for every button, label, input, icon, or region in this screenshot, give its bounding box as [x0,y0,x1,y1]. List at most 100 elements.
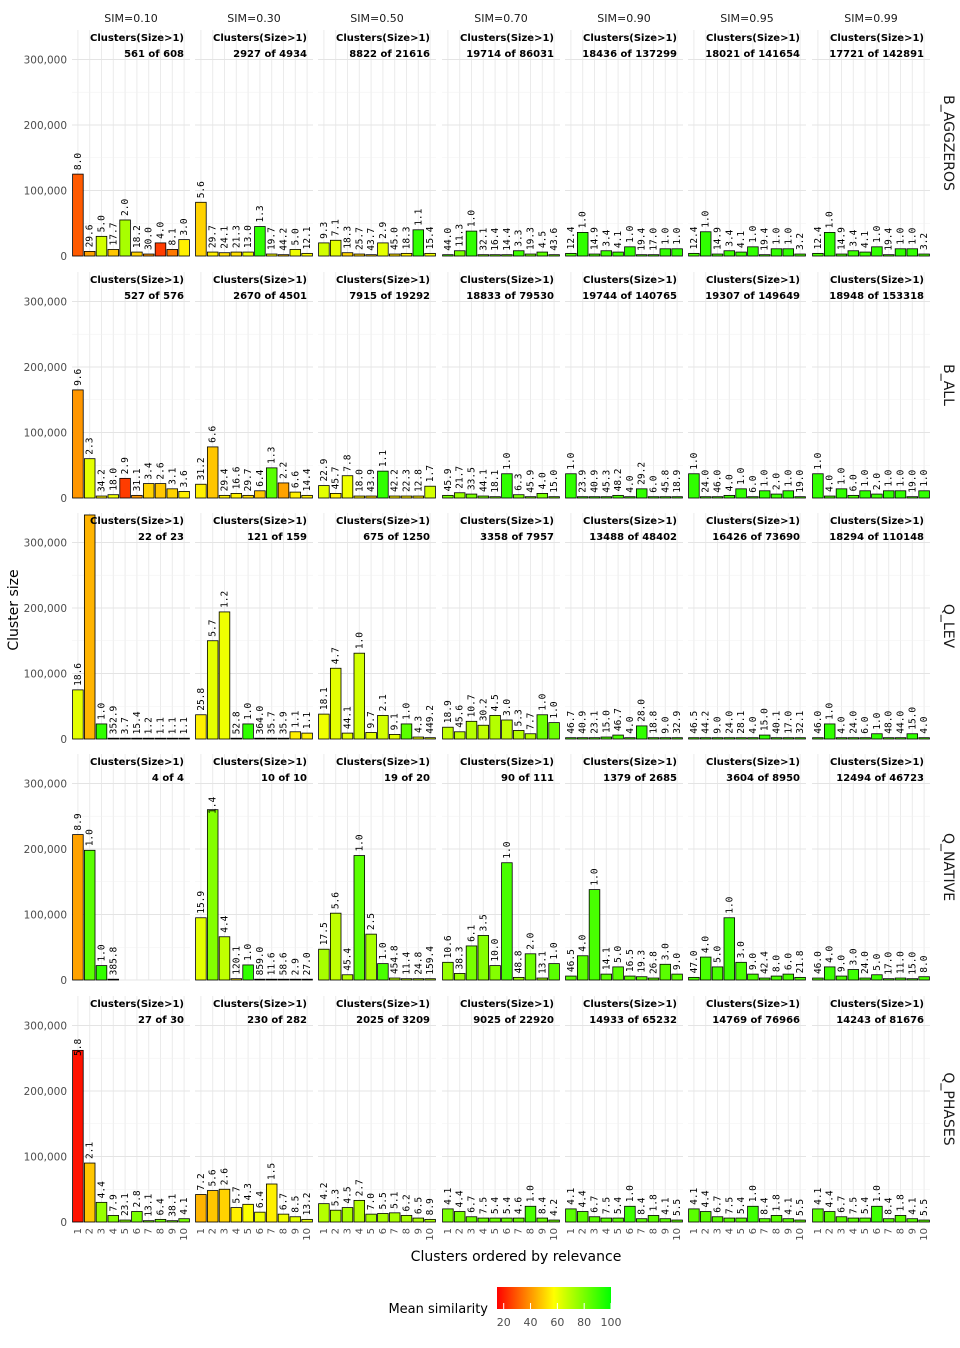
bar-value-label: 6.6 [290,471,301,488]
panel-cluster-header: Clusters(Size>1) [460,757,554,768]
bar [412,229,425,257]
row-strip-label: Q_NATIVE [940,833,956,901]
bar [501,862,513,981]
panel-background [565,754,683,980]
bar [782,1218,795,1223]
bar-value-label: 13.1 [144,1194,155,1217]
bar [906,978,919,981]
facet-panel: 47.04.05.0 1.0 3.09.0 42.4 8.0 6.0 21.8 Cluster… [688,754,806,981]
panel-cluster-header: Clusters(Size>1) [90,275,184,286]
x-tick-label: 2 [331,1228,342,1234]
bar-value-label: 1.1 [290,710,301,727]
bar [501,719,513,740]
bar [72,389,84,499]
bar [647,254,660,257]
bar-value-label: 2.0 [526,932,537,949]
bar [83,849,96,981]
bar [195,1194,207,1223]
bar-value-label: 5.5 [795,1199,806,1216]
panel-cluster-header: Clusters(Size>1) [336,516,430,527]
bar [524,733,537,740]
bar-value-label: 4.0 [825,475,836,492]
bar-value-label: 1.0 [243,702,254,719]
bar [699,956,712,981]
bar [548,1219,560,1223]
panel-background [812,272,930,498]
bar [747,973,759,981]
column-header: SIM=0.90 [597,12,650,25]
facet-panel: 9.3 7.1 18.3 25.7 43.7 2.9 45.0 18.31.115.4Clus… [318,30,436,257]
bar [95,965,108,981]
bar-value-label: 22.3 [402,469,413,492]
bar [95,1201,108,1223]
bar-value-label: 11.0 [896,951,907,974]
bar [871,493,883,499]
bar-value-label: 12.4 [566,226,577,249]
bar-value-label: 6.3 [514,474,525,491]
bar [301,732,313,740]
bar-value-label: 1.0 [402,702,413,719]
bar [178,737,190,740]
bar [400,495,413,499]
bar [242,964,254,981]
bar [453,492,466,499]
bar-value-label: 1.0 [85,829,96,846]
x-tick-label: 8 [896,1228,907,1234]
bar-value-label: 1.0 [549,942,560,959]
x-tick-label: 3 [97,1228,108,1234]
bar-value-label: 40.1 [772,711,783,734]
panel-cluster-header: Clusters(Size>1) [583,33,677,44]
x-tick-label: 5 [490,1228,501,1234]
bar [265,1183,278,1223]
bar [847,494,860,499]
bar-value-label: 4.1 [783,1197,794,1214]
bar-value-label: 14.9 [837,227,848,250]
panel-cluster-header: Clusters(Size>1) [213,516,307,527]
bar [758,977,771,981]
bar [624,1205,636,1223]
panel-cluster-count: 18833 of 79530 [466,291,554,302]
bar-value-label: 5.0 [613,945,624,962]
bar-value-label: 5.6 [331,892,342,909]
bar-value-label: 6.6 [208,425,219,442]
bar-value-label: 19.4 [884,228,895,251]
bar-value-label: 1.8 [896,1194,907,1211]
facet-panel: 15.9 1.4 4.4 120.1 1.0 859.0 11.6 58.6 2.9 27.0 Cl… [195,754,313,981]
bar-value-label: 7.0 [366,1193,377,1210]
bar-value-label: 13.0 [243,225,254,248]
panel-cluster-header: Clusters(Size>1) [460,516,554,527]
bar-value-label: 3.0 [179,218,190,235]
bar-value-label: 18.9 [443,700,454,723]
panel-cluster-count: 121 of 159 [247,532,307,543]
bar-value-label: 4.0 [825,945,836,962]
x-tick-label: 7 [144,1228,155,1234]
column-header: SIM=0.99 [844,12,897,25]
bar [548,254,560,257]
bar [835,1216,848,1223]
bar [489,965,501,981]
bar [536,1217,549,1223]
panel-cluster-count: 2927 of 4934 [233,49,307,60]
bar [465,945,478,981]
bar [812,1208,824,1223]
bar-value-label: 120.1 [231,946,242,975]
bar [501,254,513,257]
bar-value-label: 15.0 [549,470,560,493]
y-tick-label: 0 [60,493,67,505]
bar [894,737,907,740]
bar-value-label: 19.3 [637,950,648,973]
bar-value-label: 48.8 [514,950,525,973]
facet-panel: 1.024.0 46.0 4.0 1.0 6.0 1.0 2.0 1.0 19.0Cluster… [688,272,806,499]
bar [735,488,747,499]
bar [477,724,490,740]
bar [329,239,342,257]
bar [377,715,389,740]
facet-panel: 5.8 2.1 4.47.9 23.1 2.8 13.1 6.4 38.1 4.1 Cluster… [72,996,190,1223]
bar [576,737,589,740]
x-tick-label: 6 [625,1228,636,1234]
facet-panel: 8.0 29.65.0 17.72.018.2 30.0 4.0 8.13.0 Cluste… [72,30,190,257]
bar [107,1215,120,1223]
x-tick-label: 2 [578,1228,589,1234]
bar-value-label: 1.0 [896,227,907,244]
bar-value-label: 15.0 [760,708,771,731]
